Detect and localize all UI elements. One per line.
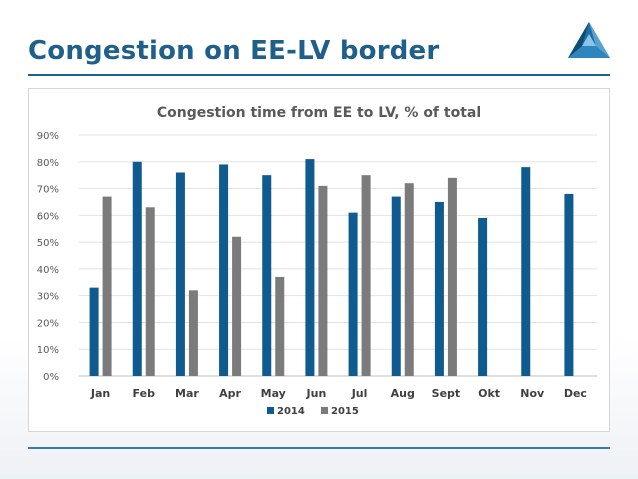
bar-2014-dec [564, 193, 574, 376]
x-tick-label: Nov [520, 387, 545, 400]
legend-label: 2014 [277, 406, 305, 417]
slide-title: Congestion on EE-LV border [28, 36, 440, 66]
x-tick-label: Jun [306, 387, 327, 400]
bar-2014-okt [478, 218, 488, 376]
legend-swatch-2015 [321, 407, 328, 414]
y-tick-label: 40% [37, 265, 59, 276]
y-tick-label: 50% [37, 238, 59, 249]
bar-2015-feb [145, 207, 155, 376]
bar-2014-jul [348, 212, 358, 376]
bar-2014-jun [305, 159, 315, 376]
x-axis-ticks: Jan Feb Mar Apr May Jun Jul Aug Sept Okt Nov Dec [90, 387, 587, 400]
bar-2014-may [262, 175, 272, 376]
x-tick-label: Apr [219, 387, 241, 400]
x-tick-label: Sept [432, 387, 461, 400]
bar-2014-mar [175, 172, 185, 376]
x-tick-label: Dec [564, 387, 587, 400]
x-tick-label: Feb [133, 387, 156, 400]
bar-2015-mar [188, 290, 198, 376]
title-divider [28, 74, 610, 76]
x-tick-label: Okt [478, 387, 500, 400]
chart-title: Congestion time from EE to LV, % of tota… [157, 105, 481, 121]
x-tick-label: Jan [90, 387, 110, 400]
legend-label: 2015 [331, 406, 359, 417]
bar-2015-aug [404, 183, 414, 376]
legend-swatch-2014 [267, 407, 274, 414]
bar-2014-sept [434, 201, 444, 376]
bar-2015-apr [232, 236, 242, 376]
bar-2014-nov [521, 167, 531, 376]
y-tick-label: 70% [37, 185, 59, 196]
bar-2015-sept [447, 177, 457, 376]
y-tick-label: 0% [43, 372, 59, 383]
y-tick-label: 90% [37, 131, 59, 142]
bar-2015-jun [318, 185, 328, 376]
x-tick-label: Jul [351, 387, 368, 400]
x-tick-label: Mar [175, 387, 199, 400]
y-axis-ticks: 0% 10% 20% 30% 40% 50% 60% 70% 80% 90% [37, 131, 59, 383]
gridlines [79, 134, 597, 377]
bar-2014-feb [132, 161, 142, 376]
y-tick-label: 30% [37, 292, 59, 303]
bar-2015-jul [361, 175, 371, 376]
triangle-logo-icon [568, 22, 610, 58]
bars [89, 159, 574, 376]
footer-divider [28, 447, 610, 449]
y-tick-label: 60% [37, 211, 59, 222]
chart-container: Congestion time from EE to LV, % of tota… [28, 88, 610, 432]
bar-2015-may [275, 276, 285, 376]
bar-chart: Congestion time from EE to LV, % of tota… [37, 105, 597, 417]
y-tick-label: 10% [37, 345, 59, 356]
bar-2015-jan [102, 196, 112, 376]
bar-2014-aug [391, 196, 401, 376]
y-tick-label: 20% [37, 318, 59, 329]
y-tick-label: 80% [37, 158, 59, 169]
legend: 2014 2015 [267, 406, 359, 417]
bar-2014-jan [89, 287, 99, 376]
x-tick-label: May [261, 387, 286, 400]
x-tick-label: Aug [391, 387, 415, 400]
bar-2014-apr [219, 164, 229, 376]
